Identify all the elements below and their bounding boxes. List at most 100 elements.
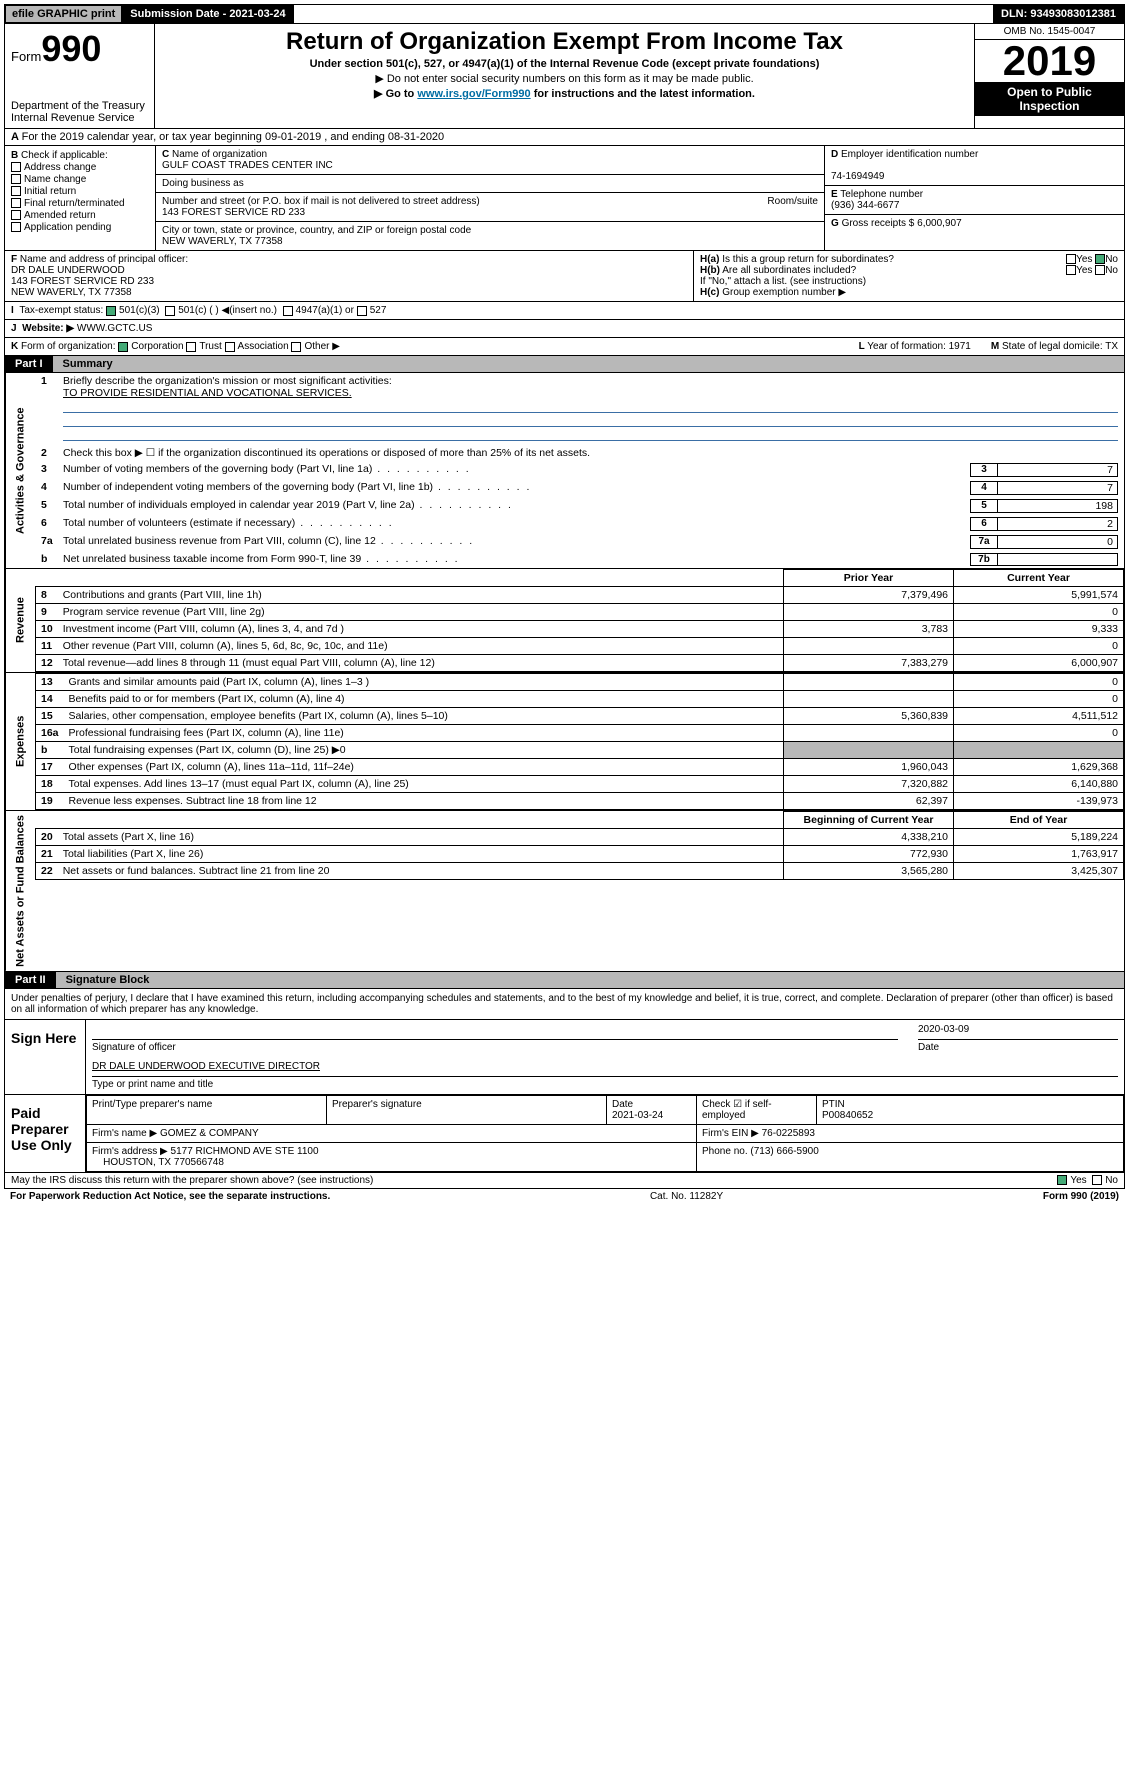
ptin-value: P00840652 [822,1110,873,1121]
officer-addr2: NEW WAVERLY, TX 77358 [11,287,132,298]
row-J: J Website: ▶ WWW.GCTC.US [4,320,1125,338]
form-title: Return of Organization Exempt From Incom… [163,28,966,56]
phone-value: (936) 344-6677 [831,200,899,211]
submission-date: Submission Date - 2021-03-24 [122,5,293,23]
irs-link[interactable]: www.irs.gov/Form990 [417,88,530,100]
cb-amended[interactable]: Amended return [24,210,96,221]
netassets-table: Beginning of Current YearEnd of Year 20T… [35,811,1124,880]
prep-sig-label: Preparer's signature [327,1095,607,1124]
city-label: City or town, state or province, country… [162,225,471,236]
paid-preparer-row: Paid Preparer Use Only Print/Type prepar… [4,1095,1125,1173]
discuss-no[interactable]: No [1105,1175,1118,1186]
firm-addr: 5177 RICHMOND AVE STE 1100 [171,1146,319,1157]
ha-label: Is this a group return for subordinates? [722,254,894,265]
summary-revenue: Revenue Prior YearCurrent Year 8Contribu… [4,569,1125,673]
self-employed[interactable]: Check ☑ if self-employed [697,1095,817,1124]
cb-trust[interactable]: Trust [199,341,221,352]
city-value: NEW WAVERLY, TX 77358 [162,236,283,247]
tax-year: 2019 [975,40,1124,82]
typed-label: Type or print name and title [92,1079,213,1090]
expenses-table: 13Grants and similar amounts paid (Part … [35,673,1124,810]
cb-pending[interactable]: Application pending [24,222,111,233]
cb-4947[interactable]: 4947(a)(1) or [296,305,354,316]
section-BCDEG: B Check if applicable: Address change Na… [4,146,1125,251]
sig-date: 2020-03-09 [918,1024,969,1035]
firm-name: GOMEZ & COMPANY [160,1128,259,1139]
cb-other[interactable]: Other ▶ [304,341,339,352]
side-expenses: Expenses [5,673,35,810]
sig-officer-label: Signature of officer [92,1042,176,1053]
side-revenue: Revenue [5,569,35,672]
hb-label: Are all subordinates included? [722,265,856,276]
part-i-header: Part I Summary [4,356,1125,373]
gross-label: Gross receipts $ [842,218,915,229]
dept-treasury: Department of the Treasury [11,100,148,112]
row-A: A For the 2019 calendar year, or tax yea… [4,129,1125,146]
section-FH: F Name and address of principal officer:… [4,251,1125,302]
typed-name: DR DALE UNDERWOOD EXECUTIVE DIRECTOR [92,1061,320,1072]
street-address: 143 FOREST SERVICE RD 233 [162,207,305,218]
tax-exempt-row: I Tax-exempt status: 501(c)(3) 501(c) ( … [4,302,1125,320]
form-number: 990 [41,28,101,69]
side-governance: Activities & Governance [5,373,35,568]
summary-governance: Activities & Governance 1 Briefly descri… [4,373,1125,569]
irs-label: Internal Revenue Service [11,112,148,124]
footer: For Paperwork Reduction Act Notice, see … [4,1189,1125,1204]
cb-address[interactable]: Address change [24,162,96,173]
org-name: GULF COAST TRADES CENTER INC [162,160,333,171]
phone-label: Telephone number [840,189,923,200]
ein-value: 74-1694949 [831,171,884,182]
firm-city: HOUSTON, TX 770566748 [103,1157,224,1168]
b-label: Check if applicable: [21,150,108,161]
firm-ein: 76-0225893 [762,1128,815,1139]
room-label: Room/suite [767,196,818,207]
header-sub3-post: for instructions and the latest informat… [534,88,755,100]
hc-label: Group exemption number ▶ [722,287,846,298]
c-name-label: Name of organization [172,149,267,160]
discuss-row: May the IRS discuss this return with the… [4,1173,1125,1189]
part-ii-header: Part II Signature Block [4,972,1125,989]
cb-501c3[interactable]: 501(c)(3) [119,305,160,316]
state-domicile: State of legal domicile: TX [1002,341,1118,352]
topbar: efile GRAPHIC print Submission Date - 20… [4,4,1125,24]
addr-label: Number and street (or P.O. box if mail i… [162,196,480,207]
header-sub1: Under section 501(c), 527, or 4947(a)(1)… [163,58,966,70]
gross-value: 6,000,907 [917,218,962,229]
dln: DLN: 93493083012381 [993,5,1124,23]
cb-corp[interactable]: Corporation [131,341,183,352]
header-sub3-pre: ▶ Go to [374,88,417,100]
summary-netassets: Net Assets or Fund Balances Beginning of… [4,811,1125,972]
hb2-label: If "No," attach a list. (see instruction… [700,276,866,287]
cb-initial[interactable]: Initial return [24,186,76,197]
officer-name: DR DALE UNDERWOOD [11,265,125,276]
cb-final[interactable]: Final return/terminated [24,198,125,209]
declaration: Under penalties of perjury, I declare th… [4,989,1125,1020]
year-formation: Year of formation: 1971 [867,341,971,352]
prep-name-label: Print/Type preparer's name [87,1095,327,1124]
cb-assoc[interactable]: Association [238,341,289,352]
side-netassets: Net Assets or Fund Balances [5,811,35,971]
public-inspection: Open to Public Inspection [975,82,1124,116]
form-header: Form990 Department of the Treasury Inter… [4,24,1125,129]
cb-527[interactable]: 527 [370,305,387,316]
cb-name[interactable]: Name change [24,174,86,185]
firm-phone: (713) 666-5900 [750,1146,818,1157]
header-sub2: ▶ Do not enter social security numbers o… [163,72,966,85]
website-value: WWW.GCTC.US [77,323,153,334]
summary-expenses: Expenses 13Grants and similar amounts pa… [4,673,1125,811]
cb-501c[interactable]: 501(c) ( ) ◀(insert no.) [178,305,277,316]
sign-here-row: Sign Here Signature of officer 2020-03-0… [4,1020,1125,1095]
officer-label: Name and address of principal officer: [20,254,188,265]
ein-label: Employer identification number [841,149,978,160]
q1-label: Briefly describe the organization's miss… [63,375,392,387]
form-label: Form [11,49,41,64]
prep-date: 2021-03-24 [612,1110,663,1121]
date-label: Date [918,1042,939,1053]
officer-addr1: 143 FOREST SERVICE RD 233 [11,276,154,287]
revenue-table: Prior YearCurrent Year 8Contributions an… [35,569,1124,672]
row-K: K Form of organization: Corporation Trus… [4,338,1125,356]
mission-text: TO PROVIDE RESIDENTIAL AND VOCATIONAL SE… [63,387,352,399]
q2-text: Check this box ▶ ☐ if the organization d… [63,447,1118,459]
discuss-yes[interactable]: Yes [1070,1175,1086,1186]
efile-print-button[interactable]: efile GRAPHIC print [5,5,122,23]
